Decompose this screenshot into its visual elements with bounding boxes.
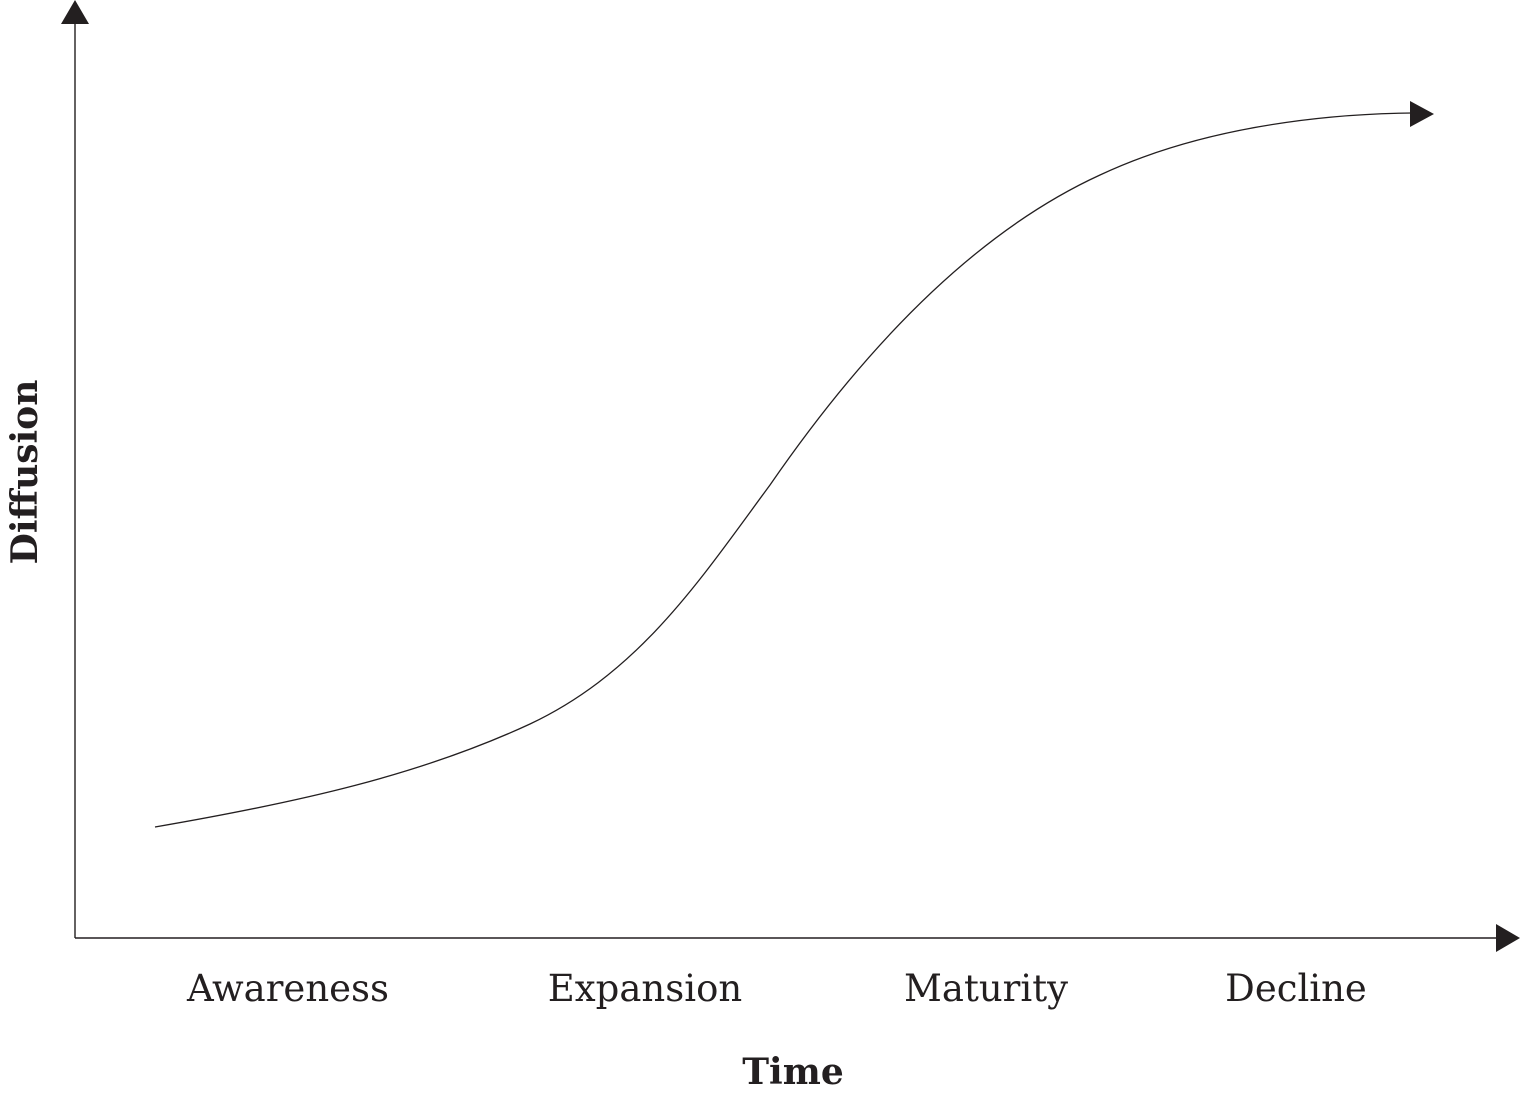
x-tick-label-expansion: Expansion: [548, 967, 742, 1010]
x-tick-labels: Awareness Expansion Maturity Decline: [186, 967, 1367, 1010]
x-tick-label-maturity: Maturity: [904, 967, 1068, 1010]
x-axis-title: Time: [742, 1051, 843, 1093]
x-axis-arrow-icon: [1496, 924, 1520, 952]
y-axis-arrow-icon: [61, 0, 89, 24]
y-axis-title: Diffusion: [4, 380, 46, 565]
diffusion-curve: [154, 112, 1413, 828]
x-tick-label-decline: Decline: [1225, 967, 1367, 1010]
x-tick-label-awareness: Awareness: [186, 967, 389, 1010]
curve-end-arrow-icon: [1410, 101, 1434, 127]
